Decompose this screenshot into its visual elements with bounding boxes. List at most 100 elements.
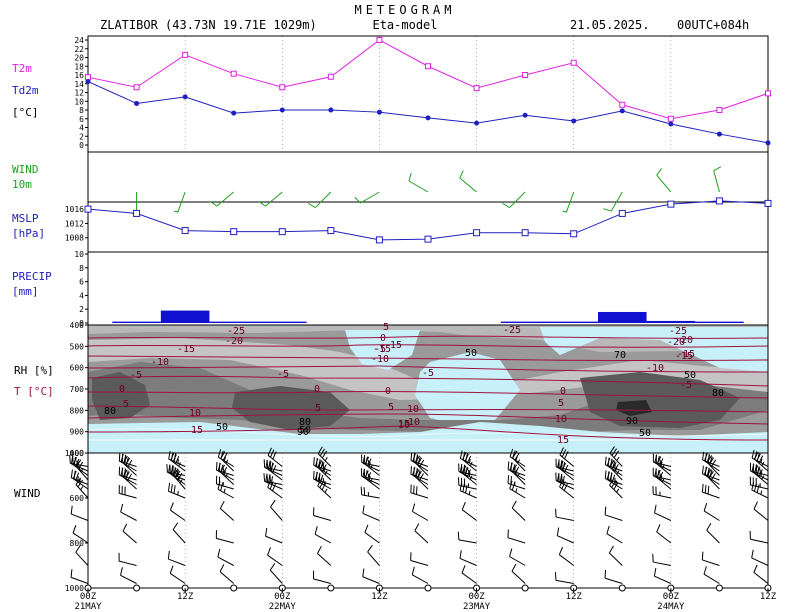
t-contour-label: 5 — [388, 402, 394, 413]
t2m-point — [133, 84, 140, 91]
wind-profile-barb — [410, 552, 429, 566]
wind-profile-barb-half — [179, 479, 183, 484]
wind-profile-barb — [270, 499, 283, 521]
rh-contour-label: 50 — [465, 348, 477, 359]
wind-profile-barb-flag — [166, 464, 168, 473]
wind10m-barb-flag — [459, 170, 464, 179]
wind-profile-barb-half — [223, 488, 226, 493]
wind-profile-barb-half — [177, 490, 179, 496]
temp-unit-label: [°C] — [12, 106, 39, 119]
wind-profile-barb-flag — [604, 470, 607, 479]
wind-profile-barb — [362, 505, 380, 521]
wind-profile-barb-flag — [556, 473, 560, 482]
wind-profile-barb — [656, 469, 672, 490]
t-contour-label: -20 — [225, 336, 243, 347]
wind-profile-barb-flag — [168, 464, 171, 474]
wind-profile-barb — [507, 529, 526, 544]
x-day-label: 23MAY — [463, 602, 491, 612]
wind-profile-barb — [414, 469, 429, 490]
wind10m-barb-staff — [565, 191, 575, 213]
t2m-label: T2m — [12, 62, 32, 75]
wind-profile-barb-half — [515, 488, 518, 493]
wind-profile-barb-flag — [167, 483, 171, 492]
wind-profile-barb-half — [761, 461, 765, 466]
rh-contour-label: 80 — [299, 417, 311, 428]
wind-profile-barb-flag — [321, 482, 327, 491]
model-label: Eta-model — [372, 18, 437, 32]
wind-profile-barb — [219, 500, 235, 521]
wind-profile-barb-flag — [172, 468, 179, 476]
wind-profile-barb — [122, 523, 137, 544]
wind-profile-barb — [511, 563, 526, 584]
td2m-point — [376, 109, 382, 115]
precip-plot: 0 2 4 6 8 10 — [74, 250, 744, 328]
wind-profile-barb-half — [323, 467, 326, 472]
wind-profile-barb-flag — [314, 471, 319, 481]
wind-profile-barb — [313, 507, 331, 521]
t-contour-label: -5 — [130, 370, 142, 381]
wind-profile-barb — [751, 481, 769, 499]
wind-profile-barb-staff — [168, 558, 186, 566]
wind-profile-barb — [652, 553, 671, 566]
mslp-point — [278, 228, 286, 236]
wind10m-barb-flag — [209, 200, 218, 207]
wind-profile-barb-flag — [170, 484, 173, 493]
wind-profile-barb-staff — [412, 511, 429, 521]
td2m-point — [279, 107, 285, 113]
wind-profile-barb-flag — [708, 470, 714, 479]
wind-profile-barb-staff — [118, 560, 137, 566]
wind-profile-barb-flag — [465, 484, 468, 494]
wind-profile-barb-flag — [75, 459, 82, 467]
wind-profile-barb-half — [661, 478, 665, 483]
wind-profile-barb-flag — [122, 455, 128, 464]
wind-profile-barb-flag — [124, 471, 130, 480]
wind-profile-barb-staff — [605, 514, 623, 521]
wind-profile-barb — [172, 468, 186, 490]
t2m-point — [327, 73, 334, 80]
precip-bar — [500, 321, 550, 323]
t-contour-label: 15 — [191, 425, 203, 436]
precip-bar — [209, 321, 258, 323]
wind-profile-barb-flag — [120, 503, 124, 513]
t-contour-label: -20 — [675, 335, 693, 346]
wind-profile-barb-flag — [654, 454, 658, 463]
wind-profile-barb-flag — [217, 449, 222, 458]
x-tick-label: 12Z — [371, 592, 388, 602]
wind-profile-barb-flag — [706, 468, 712, 477]
precip-tick-label: 0 — [79, 319, 84, 328]
temp-tick-label: 24 — [74, 36, 84, 45]
wind-profile-pressure-tick: 800 — [70, 539, 85, 548]
wind-profile-barb-flag — [701, 551, 704, 560]
mslp-point — [181, 227, 189, 235]
wind-profile-barb — [461, 565, 477, 584]
td2m-point — [474, 120, 480, 126]
wind-profile-barb-flag — [511, 500, 517, 509]
mslp-point — [570, 230, 578, 238]
wind-profile-barb-flag — [756, 453, 761, 462]
wind-profile-barb-flag — [362, 568, 365, 577]
calm-circle — [618, 584, 626, 592]
t2m-point — [522, 72, 529, 78]
wind-profile-barb-flag — [751, 463, 755, 472]
mslp-plot: 1008 1012 1016 — [65, 197, 772, 244]
wind-profile-barb — [317, 446, 332, 467]
wind-profile-barb-staff — [362, 513, 380, 521]
wind-profile-barb-flag — [459, 450, 463, 459]
rh-pressure-tick: 700 — [70, 385, 85, 394]
wind-profile-barb-flag — [217, 481, 221, 490]
precip-tick-label: 10 — [74, 250, 84, 259]
wind-profile-barb-flag — [168, 450, 171, 460]
wind-profile-barb-half — [324, 457, 328, 462]
rh-contour-label: 50 — [684, 370, 696, 381]
wind-profile-barb-flag — [416, 457, 423, 466]
wind-profile-barb-staff — [269, 569, 283, 584]
wind10m-unit-label: 10m — [12, 178, 32, 191]
x-tick-label: 12Z — [177, 592, 194, 602]
wind-profile-barb — [267, 479, 283, 499]
wind-profile-barb-flag — [120, 567, 123, 576]
wind-profile-barb-flag — [222, 466, 228, 475]
wind-profile-barb — [656, 456, 672, 476]
wind-profile-barb-staff — [656, 477, 672, 490]
wind-profile-barb-staff — [170, 459, 186, 472]
rh-pressure-tick: 400 — [70, 321, 85, 330]
